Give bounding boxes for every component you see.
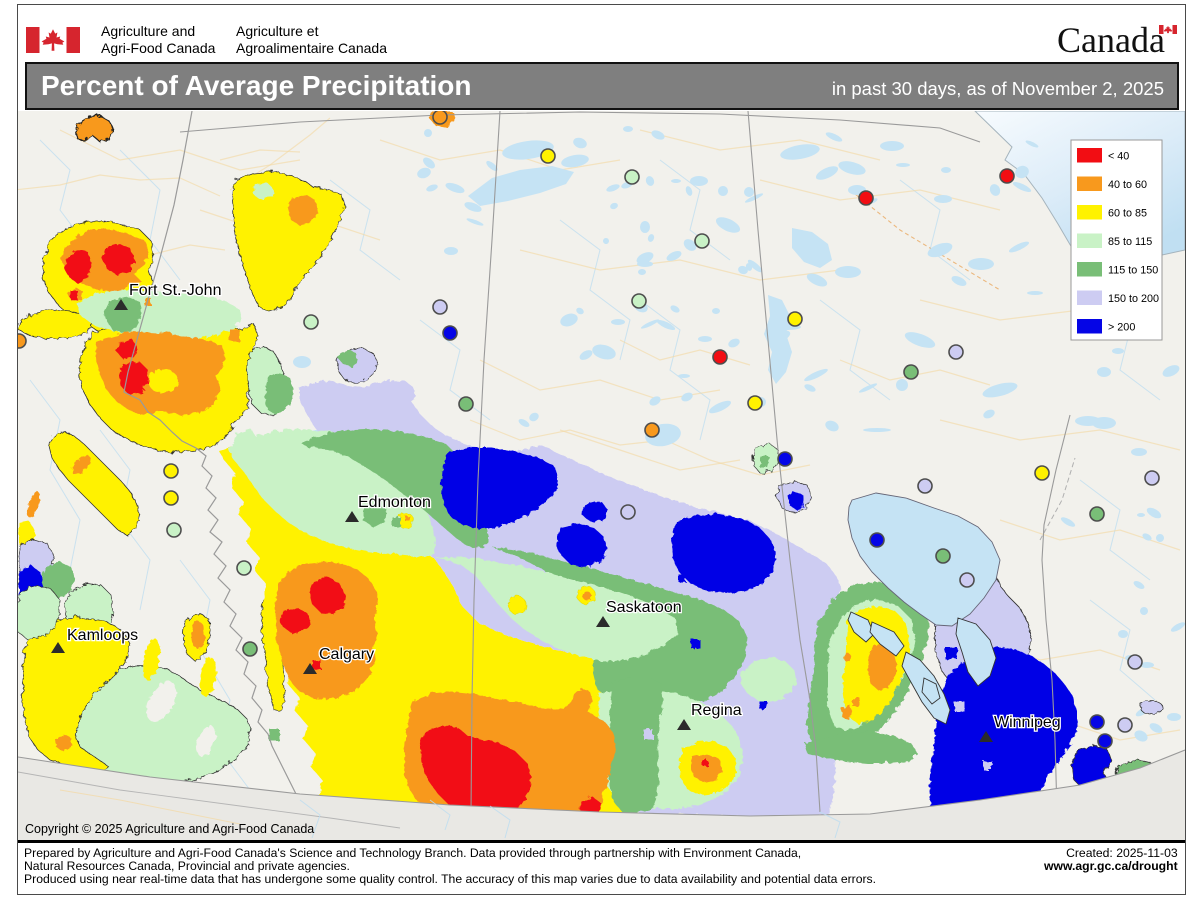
svg-text:150 to 200: 150 to 200	[1108, 293, 1159, 305]
svg-text:Edmonton: Edmonton	[358, 494, 431, 511]
svg-text:Calgary: Calgary	[319, 646, 374, 663]
svg-text:> 200: > 200	[1108, 322, 1135, 334]
svg-text:Saskatoon: Saskatoon	[606, 599, 682, 616]
svg-text:< 40: < 40	[1108, 151, 1129, 163]
svg-text:60 to 85: 60 to 85	[1108, 208, 1147, 220]
svg-text:40 to 60: 40 to 60	[1108, 179, 1147, 191]
svg-text:85 to 115: 85 to 115	[1108, 236, 1152, 248]
svg-text:115 to 150: 115 to 150	[1108, 265, 1158, 277]
svg-text:Fort St.-John: Fort St.-John	[129, 282, 221, 299]
svg-text:Winnipeg: Winnipeg	[994, 714, 1061, 731]
svg-text:Regina: Regina	[691, 702, 742, 719]
svg-text:Copyright © 2025 Agriculture a: Copyright © 2025 Agriculture and Agri-Fo…	[25, 822, 314, 836]
svg-text:Kamloops: Kamloops	[67, 627, 138, 644]
